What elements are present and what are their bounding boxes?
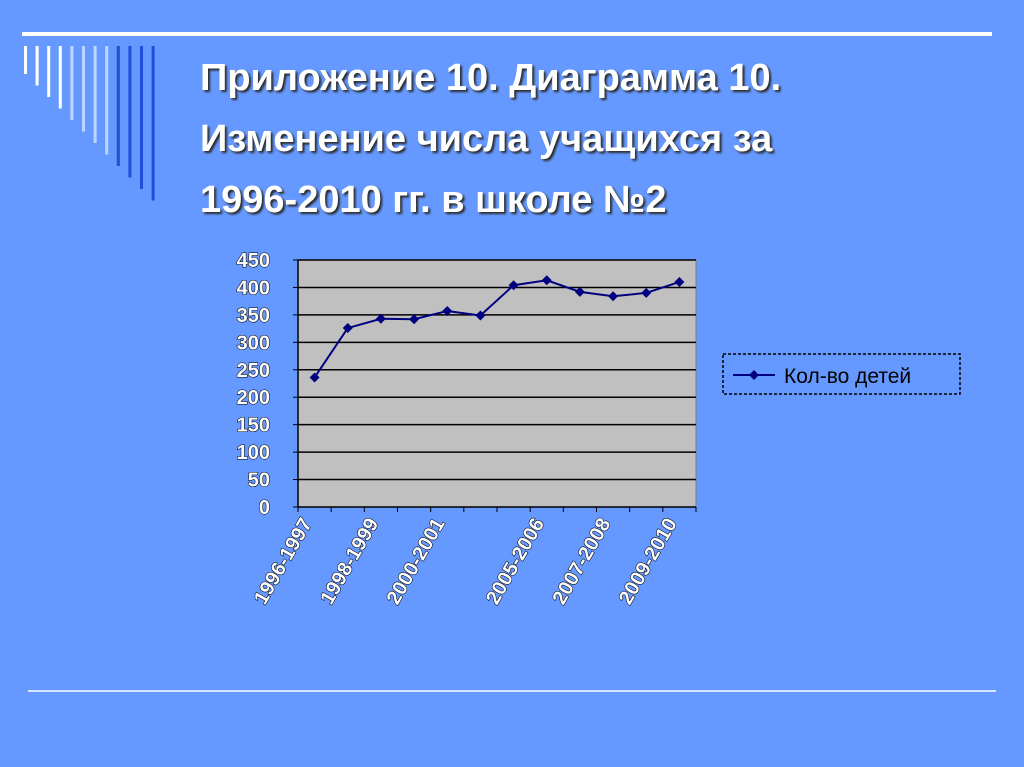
page-title: Приложение 10. Диаграмма 10. Изменение ч… bbox=[200, 48, 980, 231]
x-tick-label: 2007-2008 bbox=[549, 515, 616, 609]
data-point bbox=[541, 275, 552, 286]
stripe bbox=[47, 46, 51, 97]
data-point bbox=[508, 280, 519, 291]
title-line-2: Изменение числа учащихся за bbox=[200, 118, 773, 160]
y-tick-label: 150 bbox=[237, 415, 270, 437]
data-point bbox=[475, 310, 486, 321]
legend-box bbox=[722, 353, 961, 395]
y-tick-label: 50 bbox=[248, 470, 270, 492]
stripe bbox=[116, 46, 120, 166]
x-tick-label: 2000-2001 bbox=[383, 515, 450, 609]
stripe bbox=[128, 46, 132, 178]
data-point bbox=[674, 276, 685, 287]
legend-marker-sample bbox=[749, 370, 759, 380]
stripe bbox=[140, 46, 143, 189]
chart-legend: Кол-во детей bbox=[722, 353, 961, 395]
data-point bbox=[342, 323, 353, 334]
y-tick-label: 350 bbox=[237, 305, 270, 327]
bottom-rule bbox=[28, 690, 996, 692]
data-point bbox=[641, 287, 652, 298]
y-tick-label: 300 bbox=[237, 332, 270, 354]
title-line-3: 1996-2010 гг. в школе №2 bbox=[200, 179, 667, 221]
plot-area bbox=[297, 259, 697, 508]
y-tick-label: 450 bbox=[237, 250, 270, 272]
data-point bbox=[574, 286, 585, 297]
stripe bbox=[151, 46, 155, 201]
stripe bbox=[93, 46, 97, 143]
y-tick-label: 400 bbox=[237, 277, 270, 299]
x-tick-label: 2005-2006 bbox=[482, 515, 549, 609]
y-tick-label: 100 bbox=[237, 442, 270, 464]
stripe bbox=[105, 46, 109, 155]
y-tick-label: 200 bbox=[237, 387, 270, 409]
stripe bbox=[70, 46, 74, 120]
stripe bbox=[24, 46, 27, 74]
y-tick-label: 0 bbox=[259, 497, 270, 519]
decorative-stripes bbox=[24, 46, 155, 201]
top-rule bbox=[22, 32, 992, 36]
data-point bbox=[309, 372, 320, 383]
data-point bbox=[375, 313, 386, 324]
x-tick-label: 1998-1999 bbox=[316, 515, 383, 609]
legend-label: Кол-во детей bbox=[784, 365, 911, 388]
x-tick-label: 2009-2010 bbox=[615, 515, 682, 609]
stripe bbox=[82, 46, 85, 132]
title-line-1: Приложение 10. Диаграмма 10. bbox=[200, 57, 782, 99]
x-tick-label: 1996-1997 bbox=[250, 515, 317, 609]
data-point bbox=[608, 291, 619, 302]
stripe bbox=[35, 46, 39, 86]
data-point bbox=[409, 314, 420, 325]
data-point bbox=[442, 306, 453, 317]
stripe bbox=[58, 46, 62, 109]
y-tick-label: 250 bbox=[237, 360, 270, 382]
series-line bbox=[313, 279, 680, 379]
